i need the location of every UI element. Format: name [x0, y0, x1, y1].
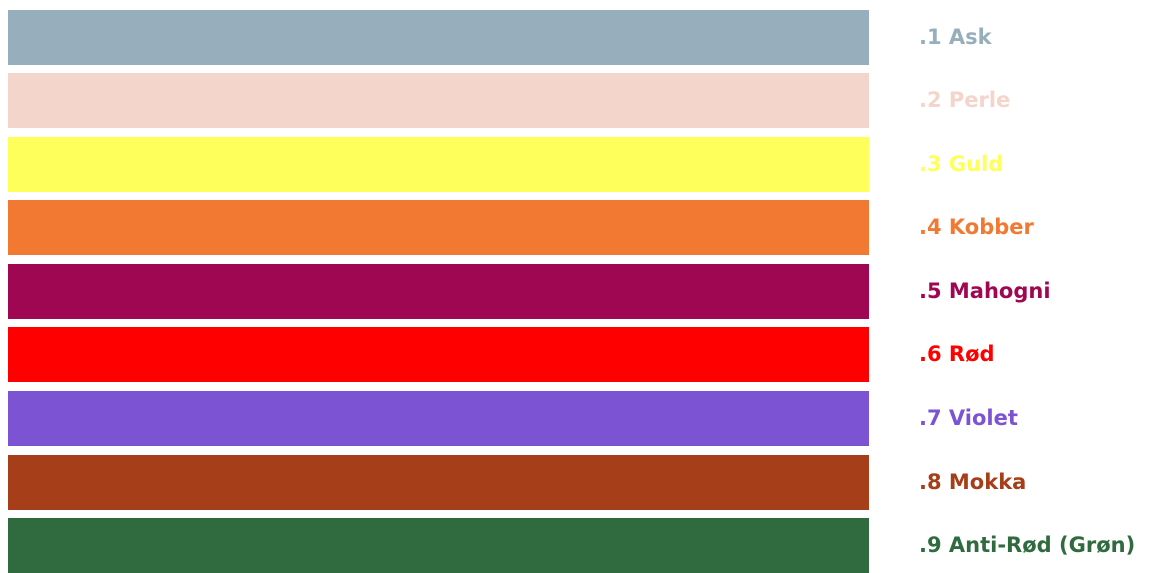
swatch-label-anti-roed: .9 Anti-Rød (Grøn) [919, 533, 1136, 557]
swatch-label-guld: .3 Guld [919, 152, 1004, 176]
swatch-row-violet: .7 Violet [0, 391, 1175, 446]
swatch-row-perle: .2 Perle [0, 73, 1175, 128]
swatch-label-kobber: .4 Kobber [919, 215, 1034, 239]
swatch-bar-roed [8, 327, 869, 382]
swatch-row-guld: .3 Guld [0, 137, 1175, 192]
swatch-row-anti-roed: .9 Anti-Rød (Grøn) [0, 518, 1175, 573]
swatch-label-violet: .7 Violet [919, 406, 1018, 430]
swatch-row-kobber: .4 Kobber [0, 200, 1175, 255]
swatch-label-mahogni: .5 Mahogni [919, 279, 1051, 303]
swatch-row-roed: .6 Rød [0, 327, 1175, 382]
swatch-row-mahogni: .5 Mahogni [0, 264, 1175, 319]
swatch-row-ask: .1 Ask [0, 10, 1175, 65]
swatch-label-perle: .2 Perle [919, 88, 1011, 112]
swatch-bar-kobber [8, 200, 869, 255]
swatch-bar-anti-roed [8, 518, 869, 573]
swatch-bar-mokka [8, 455, 869, 510]
swatch-label-ask: .1 Ask [919, 25, 992, 49]
swatch-bar-guld [8, 137, 869, 192]
swatch-bar-mahogni [8, 264, 869, 319]
swatch-label-mokka: .8 Mokka [919, 470, 1027, 494]
swatch-bar-ask [8, 10, 869, 65]
swatch-bar-violet [8, 391, 869, 446]
swatch-label-roed: .6 Rød [919, 342, 995, 366]
swatch-bar-perle [8, 73, 869, 128]
swatch-row-mokka: .8 Mokka [0, 455, 1175, 510]
